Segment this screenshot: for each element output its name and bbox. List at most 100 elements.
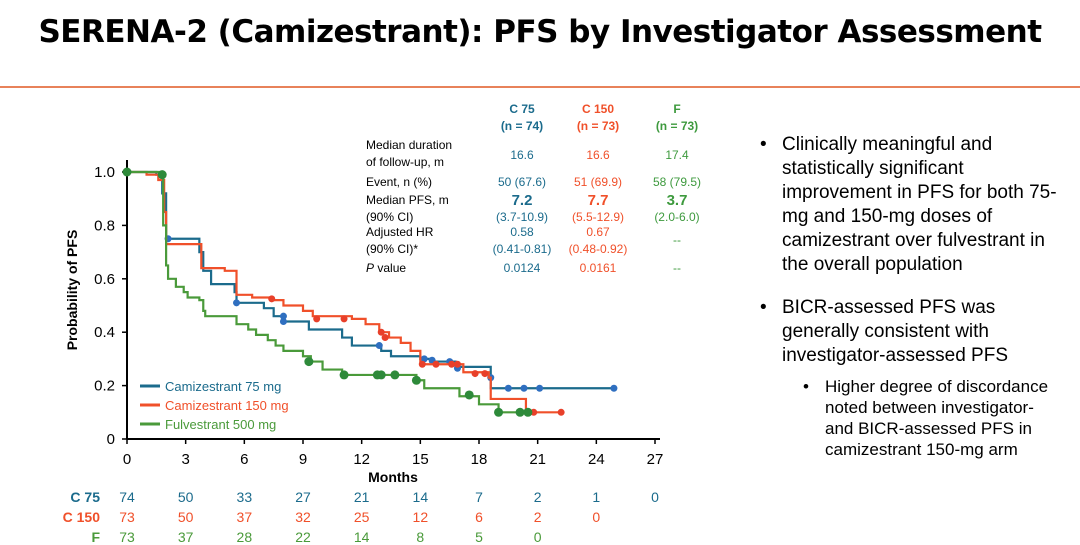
- risk-count: 2: [533, 509, 542, 525]
- cell-value: 0.0124: [503, 261, 541, 275]
- risk-count: 7: [475, 489, 483, 505]
- row-label: (90% CI)*: [366, 242, 419, 256]
- cell-value: --: [673, 233, 681, 247]
- censor-mark: [157, 170, 167, 180]
- risk-count: 73: [119, 509, 135, 525]
- risk-count: 37: [236, 509, 253, 525]
- risk-count: 33: [236, 489, 253, 505]
- column-header: C 75 (n = 74): [482, 101, 562, 135]
- legend-label: Camizestrant 75 mg: [165, 379, 281, 394]
- censor-mark: [268, 295, 276, 303]
- censor-mark: [313, 315, 321, 323]
- censor-mark: [448, 360, 456, 368]
- risk-count: 1: [592, 489, 601, 505]
- column-header: C 150 (n = 73): [558, 101, 638, 135]
- cell-value: 50 (67.6): [497, 175, 547, 189]
- cell-value: 0.0161: [579, 261, 617, 275]
- row-label: Median PFS, m: [366, 193, 449, 207]
- column-n: (n = 73): [655, 119, 699, 133]
- censor-mark: [557, 408, 565, 416]
- censor-mark: [420, 355, 428, 363]
- censor-mark: [418, 360, 426, 368]
- risk-count: 5: [475, 529, 483, 545]
- column-name: F: [673, 102, 681, 116]
- y-tick-label: 0: [107, 431, 115, 448]
- y-tick-label: 1.0: [94, 164, 115, 181]
- x-tick-label: 3: [181, 451, 189, 468]
- bullet-dot-icon: •: [760, 297, 767, 318]
- risk-count: 37: [177, 529, 194, 545]
- censor-mark: [453, 360, 461, 368]
- censor-mark: [377, 328, 385, 336]
- row-label: Event, n (%): [366, 175, 433, 189]
- risk-row-label: C 75: [70, 489, 100, 505]
- x-tick-label: 15: [412, 451, 429, 468]
- censor-mark: [610, 384, 618, 392]
- cell-value: 0.58: [510, 225, 534, 239]
- y-tick-label: 0.4: [94, 324, 115, 341]
- x-tick-label: 24: [588, 451, 605, 468]
- censor-mark: [381, 334, 389, 342]
- censor-mark: [340, 315, 348, 323]
- risk-count: 2: [533, 489, 542, 505]
- km-curve-3: [127, 170, 528, 414]
- x-tick-label: 9: [299, 451, 307, 468]
- x-tick-label: 12: [353, 451, 370, 468]
- x-tick-label: 18: [471, 451, 488, 468]
- censor-mark: [520, 384, 528, 392]
- censor-mark: [279, 312, 287, 320]
- y-tick-label: 0.2: [94, 378, 115, 395]
- risk-count: 50: [177, 489, 194, 505]
- cell-ci: (5.5-12.9): [571, 210, 625, 224]
- bullet-text: BICR-assessed PFS was generally consiste…: [782, 297, 1008, 366]
- x-axis-label: Months: [368, 469, 418, 485]
- censor-mark: [536, 384, 544, 392]
- cell-value: 3.7: [666, 192, 688, 209]
- risk-count: 32: [295, 509, 311, 525]
- cell-value: 16.6: [586, 148, 610, 162]
- legend-label: Camizestrant 150 mg: [165, 398, 289, 413]
- cell-value: 0.67: [586, 225, 610, 239]
- censor-mark: [122, 167, 132, 177]
- censor-mark: [471, 370, 479, 378]
- risk-count: 21: [353, 489, 370, 505]
- sub-bullet-text: Higher degree of discordance noted betwe…: [825, 377, 1049, 459]
- cell-value: 17.4: [665, 148, 689, 162]
- cell-ci: (2.0-6.0): [654, 210, 700, 224]
- censor-mark: [375, 342, 383, 350]
- censor-mark: [376, 370, 386, 380]
- risk-count: 73: [119, 529, 135, 545]
- x-tick-label: 6: [240, 451, 248, 468]
- bullet-text: Clinically meaningful and statistically …: [782, 134, 1057, 275]
- row-label: P value: [366, 261, 407, 275]
- risk-count: 6: [475, 509, 483, 525]
- risk-count: 0: [533, 529, 542, 545]
- title-divider: [0, 86, 1080, 88]
- risk-count: 0: [651, 489, 659, 505]
- censor-mark: [390, 370, 400, 380]
- row-label: Adjusted HR: [366, 225, 434, 239]
- censor-mark: [523, 407, 533, 417]
- y-tick-label: 0.6: [94, 271, 115, 288]
- censor-mark: [304, 357, 314, 367]
- cell-value: 51 (69.9): [573, 175, 623, 189]
- risk-count: 14: [412, 489, 429, 505]
- censor-mark: [339, 370, 349, 380]
- cell-value: 7.2: [511, 192, 533, 209]
- cell-ci: (0.41-0.81): [492, 242, 552, 256]
- censor-mark: [233, 299, 241, 307]
- censor-mark: [504, 384, 512, 392]
- risk-count: 22: [295, 529, 311, 545]
- censor-mark: [464, 390, 474, 400]
- cell-ci: (0.48-0.92): [568, 242, 628, 256]
- row-label: Median duration: [366, 138, 453, 152]
- slide-title: SERENA-2 (Camizestrant): PFS by Investig…: [38, 14, 1042, 50]
- risk-count: 28: [236, 529, 253, 545]
- censor-mark: [279, 318, 287, 326]
- risk-row-label: C 150: [62, 509, 100, 525]
- risk-count: 14: [353, 529, 370, 545]
- bullet-dot-icon: •: [803, 377, 809, 396]
- censor-mark: [481, 370, 489, 378]
- x-tick-label: 27: [647, 451, 664, 468]
